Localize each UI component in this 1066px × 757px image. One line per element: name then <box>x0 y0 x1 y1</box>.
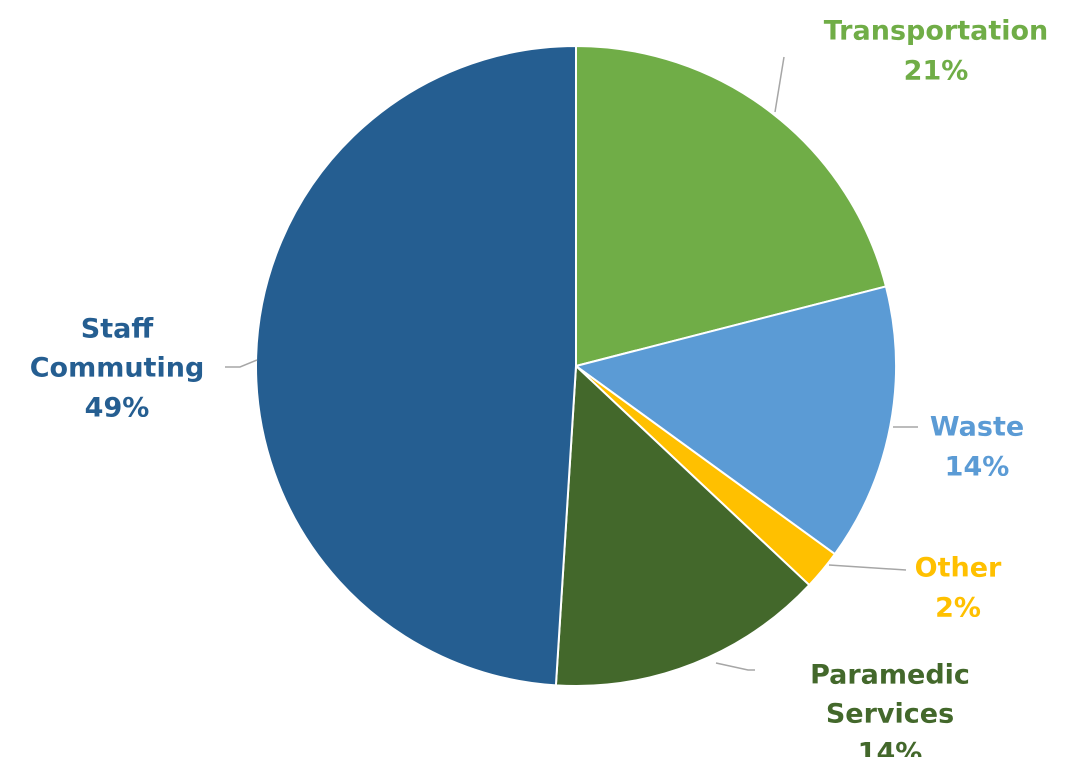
leader-line-transportation <box>774 56 785 113</box>
data-label-name-transportation: Transportation <box>824 16 1049 47</box>
pie-slices <box>255 44 897 687</box>
leader-lines <box>225 56 918 671</box>
data-label-value-other: 2% <box>935 593 981 624</box>
pie-slice-paramedic-services <box>554 363 811 687</box>
leader-line-other <box>828 564 907 571</box>
data-label-value-transportation: 21% <box>904 56 969 87</box>
data-label-value-waste: 14% <box>945 452 1010 483</box>
data-label-name-paramedic-services: Services <box>826 699 954 730</box>
pie-slice-transportation <box>575 44 888 368</box>
data-label-name-waste: Waste <box>930 412 1024 443</box>
pie-slice-waste <box>573 285 897 556</box>
pie-slice-staff-commuting <box>255 44 577 687</box>
data-label-name-paramedic-services: Paramedic <box>810 660 970 691</box>
data-label-name-staff-commuting: Commuting <box>30 353 205 384</box>
leader-line-staff-commuting <box>225 359 258 368</box>
leader-line-paramedic-services <box>715 662 755 671</box>
data-label-value-staff-commuting: 49% <box>85 393 150 424</box>
data-label-name-other: Other <box>915 553 1002 584</box>
data-labels: Transportation 21% Waste 14% Other 2% Paramedi… <box>30 16 1049 757</box>
data-label-name-staff-commuting: Staff <box>81 314 155 345</box>
data-label-value-paramedic-services: 14% <box>858 738 923 757</box>
